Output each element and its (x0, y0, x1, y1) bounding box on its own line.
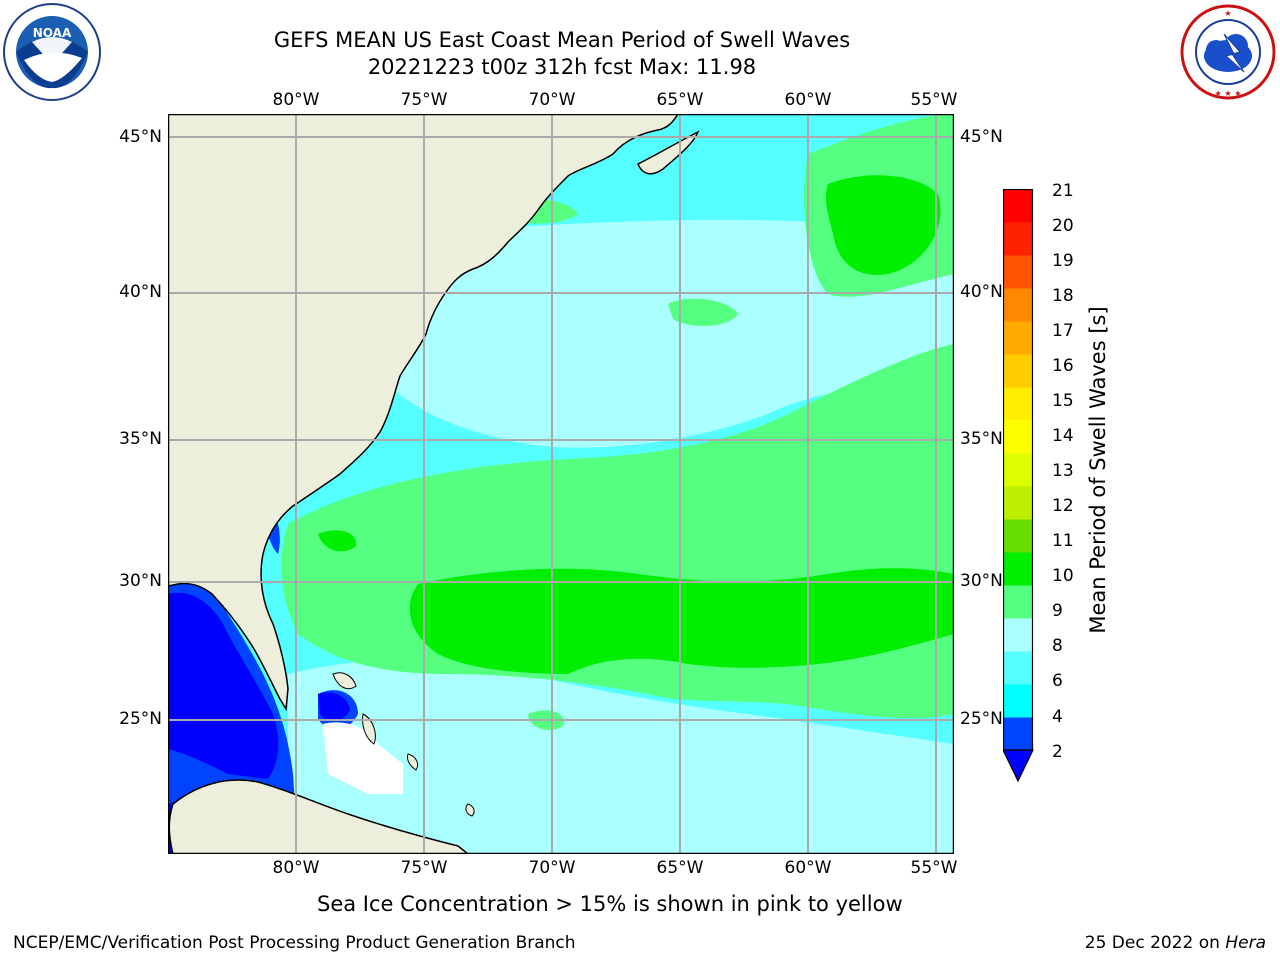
lon-tick-top: 70°W (528, 90, 576, 110)
map-border (168, 114, 954, 854)
colorbar-segment (1003, 453, 1033, 487)
lat-tick-left: 25°N (119, 709, 162, 729)
footer-host: Hera (1225, 933, 1266, 953)
sea-ice-note: Sea Ice Concentration > 15% is shown in … (317, 892, 903, 916)
colorbar-tick: 19 (1052, 251, 1074, 271)
svg-text:★: ★ (1224, 9, 1231, 18)
no-data-patch (323, 722, 403, 794)
lon-tick-top: 55°W (910, 90, 958, 110)
colorbar-tick: 20 (1052, 216, 1074, 236)
colorbar-tick: 10 (1052, 566, 1074, 586)
colorbar-border (1003, 189, 1034, 751)
colorbar-tick: 18 (1052, 286, 1074, 306)
lat-tick-left: 45°N (119, 127, 162, 147)
colorbar-segment (1003, 321, 1033, 355)
swell-period-10-11-band (318, 175, 954, 674)
lon-tick-bottom: 55°W (910, 858, 958, 878)
colorbar-segment (1003, 552, 1033, 586)
colorbar-segment (1003, 486, 1033, 520)
colorbar-label: Mean Period of Swell Waves [s] (1086, 306, 1110, 634)
colorbar-segment (1003, 387, 1033, 421)
colorbar-tick: 8 (1052, 636, 1063, 656)
colorbar-tick: 9 (1052, 601, 1063, 621)
colorbar-segment (1003, 585, 1033, 619)
colorbar-segment (1003, 288, 1033, 322)
colorbar-tick: 17 (1052, 321, 1074, 341)
map-panel (168, 114, 954, 854)
lon-tick-top: 65°W (656, 90, 704, 110)
colorbar-tick: 2 (1052, 742, 1063, 762)
lat-tick-right: 35°N (960, 429, 1003, 449)
colorbar-segment (1003, 189, 1033, 223)
colorbar-tick: 12 (1052, 496, 1074, 516)
colorbar-segment (1003, 519, 1033, 553)
colorbar-under-triangle (1003, 749, 1034, 783)
colorbar-segment (1003, 255, 1033, 289)
lon-tick-top: 60°W (784, 90, 832, 110)
colorbar-tick: 15 (1052, 391, 1074, 411)
colorbar-segment (1003, 717, 1033, 751)
footer-date: 25 Dec 2022 on Hera (1085, 933, 1266, 953)
noaa-logo: NOAA (3, 3, 101, 101)
lat-tick-right: 45°N (960, 127, 1003, 147)
colorbar-tick: 13 (1052, 461, 1074, 481)
land-cuba (168, 779, 470, 854)
lon-tick-bottom: 75°W (400, 858, 448, 878)
colorbar-tick: 4 (1052, 707, 1063, 727)
chart-title: GEFS MEAN US East Coast Mean Period of S… (273, 28, 851, 52)
swell-period-pale-band (288, 219, 954, 854)
colorbar-segments (1003, 189, 1033, 751)
lat-tick-right: 30°N (960, 571, 1003, 591)
lon-tick-top: 75°W (400, 90, 448, 110)
footer-credit: NCEP/EMC/Verification Post Processing Pr… (13, 933, 576, 953)
colorbar-tick: 16 (1052, 356, 1074, 376)
colorbar-tick: 21 (1052, 181, 1074, 201)
land-bahamas (332, 672, 475, 817)
graticule (168, 114, 954, 854)
lon-tick-bottom: 80°W (272, 858, 320, 878)
svg-text:★ ★ ★: ★ ★ ★ (1214, 89, 1241, 98)
footer-date-text: 25 Dec 2022 on (1084, 933, 1226, 953)
chart-subtitle: 20221223 t00z 312h fcst Max: 11.98 (367, 55, 757, 79)
noaa-logo-text: NOAA (33, 26, 72, 40)
lat-tick-left: 40°N (119, 282, 162, 302)
lat-tick-left: 35°N (119, 429, 162, 449)
lon-tick-bottom: 65°W (656, 858, 704, 878)
colorbar-segment (1003, 222, 1033, 256)
colorbar-segment (1003, 651, 1033, 685)
land-nova-scotia (637, 130, 700, 175)
colorbar-tick: 6 (1052, 671, 1063, 691)
colorbar-tick: 14 (1052, 426, 1074, 446)
lat-tick-left: 30°N (119, 571, 162, 591)
colorbar-segment (1003, 420, 1033, 454)
lon-tick-top: 80°W (272, 90, 320, 110)
colorbar-segment (1003, 354, 1033, 388)
colorbar (1003, 189, 1034, 783)
lon-tick-bottom: 70°W (528, 858, 576, 878)
lon-tick-bottom: 60°W (784, 858, 832, 878)
colorbar-segment (1003, 684, 1033, 718)
lat-tick-right: 25°N (960, 709, 1003, 729)
colorbar-segment (1003, 618, 1033, 652)
lat-tick-right: 40°N (960, 282, 1003, 302)
nws-logo: ★ ★ ★ ★ (1180, 4, 1276, 100)
colorbar-tick: 11 (1052, 531, 1074, 551)
